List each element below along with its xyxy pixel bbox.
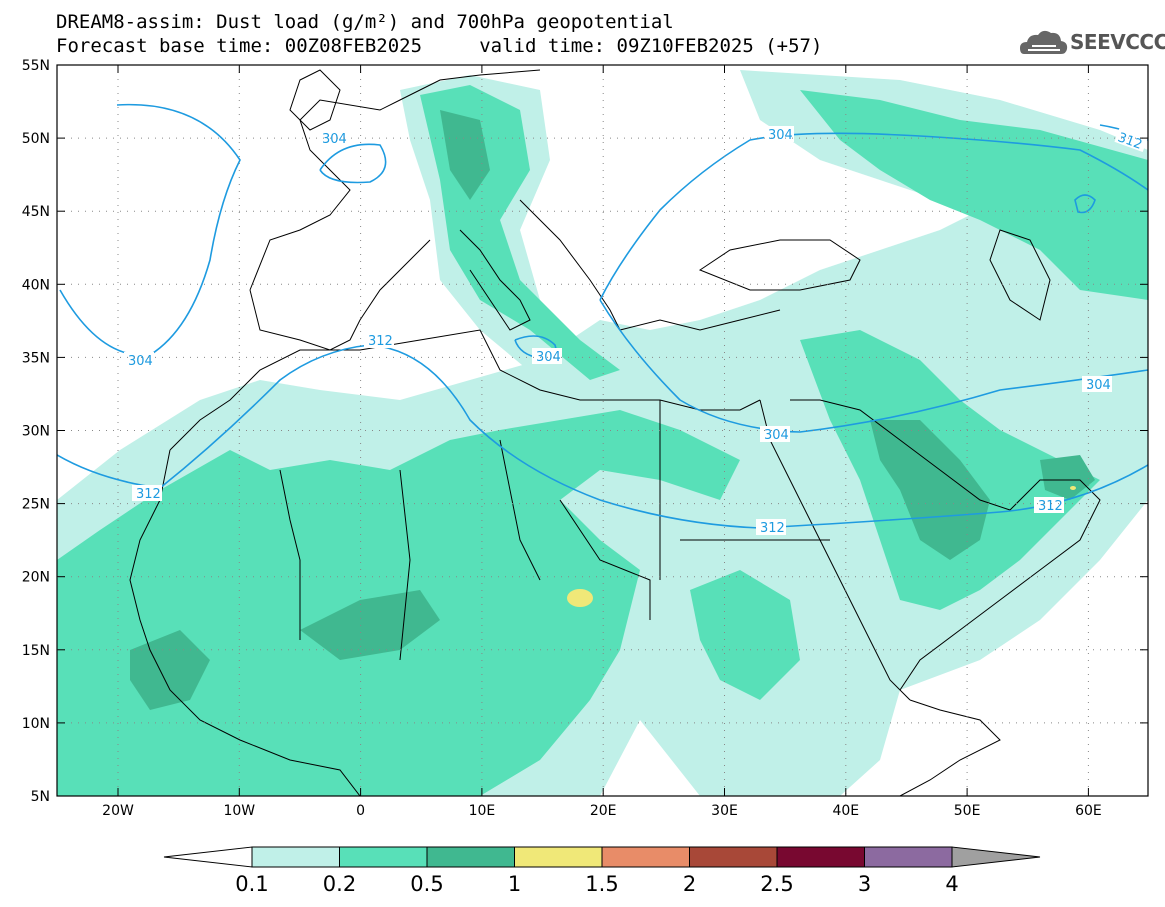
dust-region-dark-4 (440, 110, 490, 200)
dust-region-yellow (567, 589, 593, 607)
coastline-red-sea (759, 399, 911, 701)
lat-label: 25N (22, 497, 50, 513)
contour-304-main (599, 132, 1148, 301)
lat-label: 40N (22, 277, 50, 293)
colorbar-swatch (251, 846, 340, 868)
contour-label: 312 (1038, 499, 1063, 514)
colorbar-swatch (426, 846, 515, 868)
colorbar-label: 0.2 (322, 872, 357, 896)
contour-label: 304 (768, 128, 793, 143)
lat-label: 5N (31, 789, 50, 805)
colorbar-swatch (689, 846, 778, 868)
lon-label: 10W (223, 803, 255, 819)
lon-label: 40E (832, 803, 859, 819)
coastline-north-africa (169, 329, 761, 451)
map-subtitle: Forecast base time: 00Z08FEB2025 valid t… (56, 35, 823, 57)
coastline-iberia (249, 239, 431, 351)
contour-label: 312 (760, 521, 785, 536)
graticule (57, 65, 1148, 796)
colorbar-label: 0.1 (235, 872, 269, 896)
axis-ticks: 55N 50N 45N 40N 35N 30N 25N 20N 15N 10N 5N 20W 10W 0 1… (22, 58, 1148, 819)
colorbar-over-triangle (951, 846, 1041, 868)
colorbar-swatch (601, 846, 690, 868)
contour-label: 304 (128, 354, 153, 369)
colorbar-label: 1 (507, 872, 522, 896)
contour-label: 304 (322, 132, 347, 147)
colorbar-label: 1.5 (585, 872, 619, 896)
lat-label: 30N (22, 424, 50, 440)
colorbar (163, 846, 1041, 868)
coastline-caspian (989, 229, 1051, 321)
contour-312-main (57, 344, 1148, 529)
contour-label: 304 (1086, 378, 1111, 393)
colorbar-label: 0.5 (410, 872, 444, 896)
colorbar-label: 2.5 (760, 872, 794, 896)
lat-label: 15N (22, 643, 50, 659)
contour-label: 304 (764, 428, 789, 443)
map-title: DREAM8-assim: Dust load (g/m²) and 700hP… (56, 11, 674, 33)
contour-304-bay (319, 143, 387, 184)
lon-label: 10E (469, 803, 496, 819)
colorbar-swatch (776, 846, 865, 868)
contour-labels: 304 304 304 304 304 304 312 312 312 312 … (124, 126, 1149, 536)
colorbar-swatch (339, 846, 428, 868)
dust-region-medium-north (800, 90, 1148, 300)
coastline-italy (459, 229, 531, 331)
dust-region-yellow-2 (1070, 486, 1076, 490)
colorbar-label: 4 (945, 872, 959, 896)
coastline-arabia (790, 399, 1101, 691)
colorbar-label: 3 (857, 872, 872, 896)
cloud-logo-icon (1020, 30, 1068, 54)
dust-region-dark-3 (870, 420, 990, 560)
dust-region-medium-sudan (690, 570, 800, 700)
lat-label: 10N (22, 716, 50, 732)
contour-label: 312 (368, 334, 393, 349)
lat-label: 50N (22, 131, 50, 147)
contour-312-caspian (1074, 194, 1096, 214)
lon-label: 30E (711, 803, 738, 819)
dust-field (57, 70, 1148, 796)
colorbar-swatch (864, 846, 953, 868)
lon-label: 20E (590, 803, 617, 819)
contour-304-atlantic (59, 103, 241, 357)
contour-label: 304 (536, 350, 561, 365)
coastline-horn (899, 699, 1001, 796)
colorbar-under-triangle (163, 846, 253, 868)
coastlines (129, 69, 1101, 796)
logo-text: SEEVCCC (1070, 30, 1165, 54)
border-sahara (279, 400, 830, 661)
lat-label: 55N (22, 58, 50, 74)
lon-label: 60E (1075, 803, 1102, 819)
lon-label: 0 (356, 803, 365, 819)
coastline-uk (289, 69, 341, 131)
contour-label: 312 (136, 487, 161, 502)
dust-region-dark-5 (1040, 455, 1095, 500)
lon-label: 20W (102, 803, 134, 819)
lat-label: 20N (22, 570, 50, 586)
lat-label: 35N (22, 350, 50, 366)
colorbar-swatch (514, 846, 603, 868)
lon-label: 50E (954, 803, 981, 819)
lat-label: 45N (22, 204, 50, 220)
coastline-west-africa (129, 449, 361, 796)
colorbar-label: 2 (682, 872, 697, 896)
coastline-black-sea (698, 239, 861, 291)
